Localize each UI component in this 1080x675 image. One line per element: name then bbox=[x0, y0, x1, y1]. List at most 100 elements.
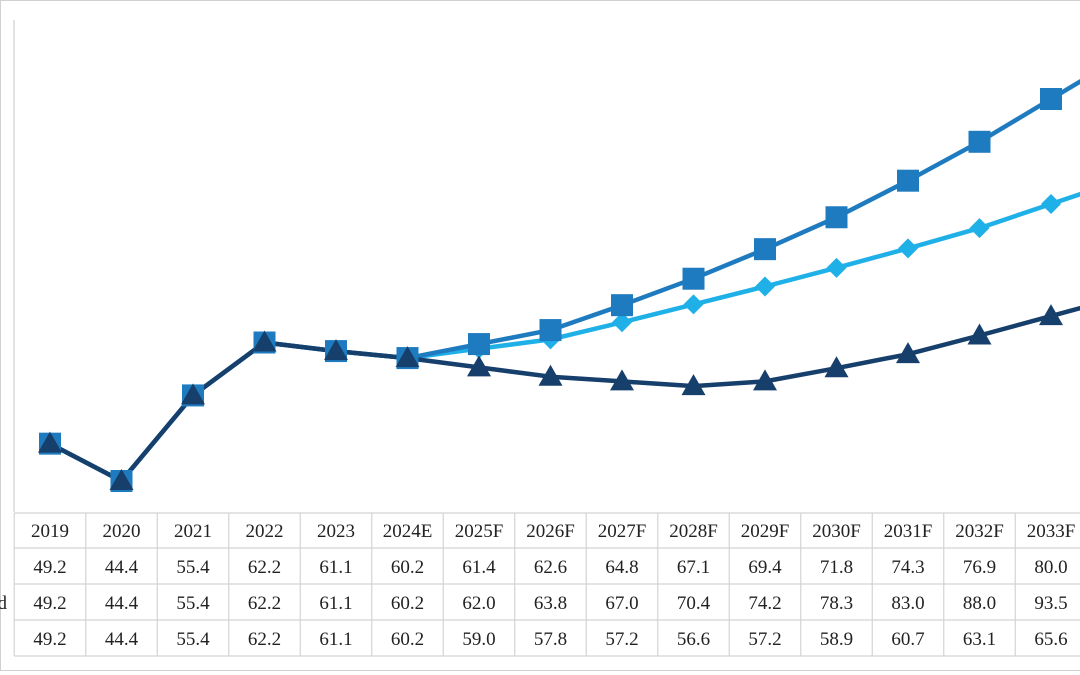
table-value-cell: 62.6 bbox=[534, 557, 567, 578]
data-point-diamond bbox=[755, 276, 775, 297]
data-point-triangle bbox=[181, 383, 205, 405]
data-point-diamond bbox=[1041, 194, 1061, 215]
table-value-cell: 49.2 bbox=[33, 593, 66, 614]
table-header-cell: 2025F bbox=[455, 521, 504, 542]
data-point-square bbox=[682, 267, 705, 290]
table-value-cell: 58.9 bbox=[820, 629, 853, 650]
data-point-diamond bbox=[969, 218, 990, 239]
table-value-cell: 60.2 bbox=[391, 593, 424, 614]
table-value-cell: 57.2 bbox=[748, 629, 781, 650]
data-point-square bbox=[468, 333, 490, 356]
data-point-diamond bbox=[826, 257, 847, 278]
table-value-cell: 59.0 bbox=[462, 629, 495, 650]
table-value-cell: 63.8 bbox=[534, 593, 567, 614]
table-value-cell: 67.0 bbox=[605, 593, 638, 614]
data-point-square bbox=[825, 206, 848, 229]
table-value-cell: 71.8 bbox=[820, 557, 853, 578]
table-value-cell: 83.0 bbox=[891, 593, 924, 614]
table-value-cell: 74.3 bbox=[891, 557, 924, 578]
data-point-triangle bbox=[753, 369, 777, 391]
table-value-cell: 55.4 bbox=[176, 557, 210, 578]
table-value-cell: 55.4 bbox=[176, 629, 210, 650]
table-header-cell: 2028F bbox=[669, 521, 718, 542]
table-value-cell: 62.0 bbox=[462, 593, 495, 614]
data-point-square bbox=[968, 130, 991, 153]
table-header-cell: 2032F bbox=[955, 521, 1004, 542]
data-point-triangle bbox=[395, 346, 420, 368]
table-value-cell: 70.4 bbox=[677, 593, 711, 614]
table-value-cell: 62.2 bbox=[248, 557, 281, 578]
data-point-triangle bbox=[610, 369, 634, 391]
data-point-diamond bbox=[898, 238, 918, 259]
table-value-cell: 44.4 bbox=[105, 593, 139, 614]
table-value-cell: 88.0 bbox=[963, 593, 996, 614]
data-point-square bbox=[1040, 88, 1062, 110]
table-value-cell: 62.2 bbox=[248, 593, 281, 614]
table-value-cell: 69.4 bbox=[748, 557, 782, 578]
data-point-triangle bbox=[681, 374, 706, 396]
series-line-triangle bbox=[48, 305, 1080, 484]
table-value-cell: 93.5 bbox=[1034, 593, 1067, 614]
table-value-cell: 67.1 bbox=[677, 557, 710, 578]
table-value-cell: 56.6 bbox=[677, 629, 710, 650]
table-header-cell: 2026F bbox=[526, 521, 575, 542]
series-markers bbox=[38, 88, 1063, 492]
table-header-cell: 2033F bbox=[1027, 521, 1076, 542]
table-header-cell: 2024E bbox=[383, 521, 433, 542]
table-row-label: d bbox=[0, 593, 8, 614]
data-point-square bbox=[897, 169, 919, 192]
data-table: 2019 2020 2021 2022 2023 2024E 2025F 2026F 2027F… bbox=[0, 512, 1080, 657]
table-value-cell: 60.2 bbox=[391, 557, 424, 578]
table-header-cell: 2023 bbox=[317, 521, 355, 542]
table-value-cell: 64.8 bbox=[605, 557, 638, 578]
table-value-cell: 60.2 bbox=[391, 629, 424, 650]
table-value-cell: 61.1 bbox=[319, 629, 352, 650]
table-value-cell: 76.9 bbox=[963, 557, 996, 578]
data-point-diamond bbox=[683, 294, 704, 315]
table-value-cell: 57.8 bbox=[534, 629, 567, 650]
table-value-cell: 62.2 bbox=[248, 629, 281, 650]
data-point-triangle bbox=[967, 323, 992, 345]
table-header-cell: 2020 bbox=[103, 521, 141, 542]
table-value-cell: 49.2 bbox=[33, 629, 66, 650]
data-point-triangle bbox=[109, 469, 134, 490]
data-point-triangle bbox=[38, 431, 62, 453]
data-point-triangle bbox=[324, 339, 348, 361]
table-value-cell: 78.3 bbox=[820, 593, 853, 614]
table-header-cell: 2021 bbox=[174, 521, 212, 542]
data-point-triangle bbox=[252, 330, 277, 352]
table-value-cell: 65.6 bbox=[1034, 629, 1067, 650]
table-header-cell: 2027F bbox=[598, 521, 647, 542]
table-header-cell: 2030F bbox=[812, 521, 861, 542]
table-value-cell: 49.2 bbox=[33, 557, 66, 578]
table-value-cell: 57.2 bbox=[605, 629, 638, 650]
series-line-square bbox=[48, 79, 1080, 484]
table-value-cell: 80.0 bbox=[1034, 557, 1067, 578]
table-value-cell: 63.1 bbox=[963, 629, 996, 650]
data-point-triangle bbox=[467, 355, 491, 377]
data-point-square bbox=[754, 238, 776, 261]
table-value-cell: 61.1 bbox=[319, 593, 352, 614]
data-point-diamond bbox=[612, 312, 632, 333]
data-point-square bbox=[611, 294, 633, 317]
table-value-cell: 61.4 bbox=[462, 557, 496, 578]
table-header-cell: 2022 bbox=[246, 521, 284, 542]
table-value-cell: 44.4 bbox=[105, 629, 139, 650]
table-value-cell: 44.4 bbox=[105, 557, 139, 578]
table-value-cell: 60.7 bbox=[891, 629, 924, 650]
data-point-triangle bbox=[538, 364, 563, 386]
data-point-square bbox=[539, 319, 562, 342]
table-header-cell: 2029F bbox=[741, 521, 790, 542]
series-line-diamond bbox=[48, 191, 1080, 484]
table-value-cell: 55.4 bbox=[176, 593, 210, 614]
data-point-triangle bbox=[1039, 304, 1063, 326]
data-point-triangle bbox=[824, 356, 849, 378]
series-lines bbox=[48, 79, 1080, 484]
table-header-cell: 2019 bbox=[31, 521, 69, 542]
data-point-triangle bbox=[896, 342, 920, 364]
table-value-cell: 74.2 bbox=[748, 593, 781, 614]
table-value-cell: 61.1 bbox=[319, 557, 352, 578]
